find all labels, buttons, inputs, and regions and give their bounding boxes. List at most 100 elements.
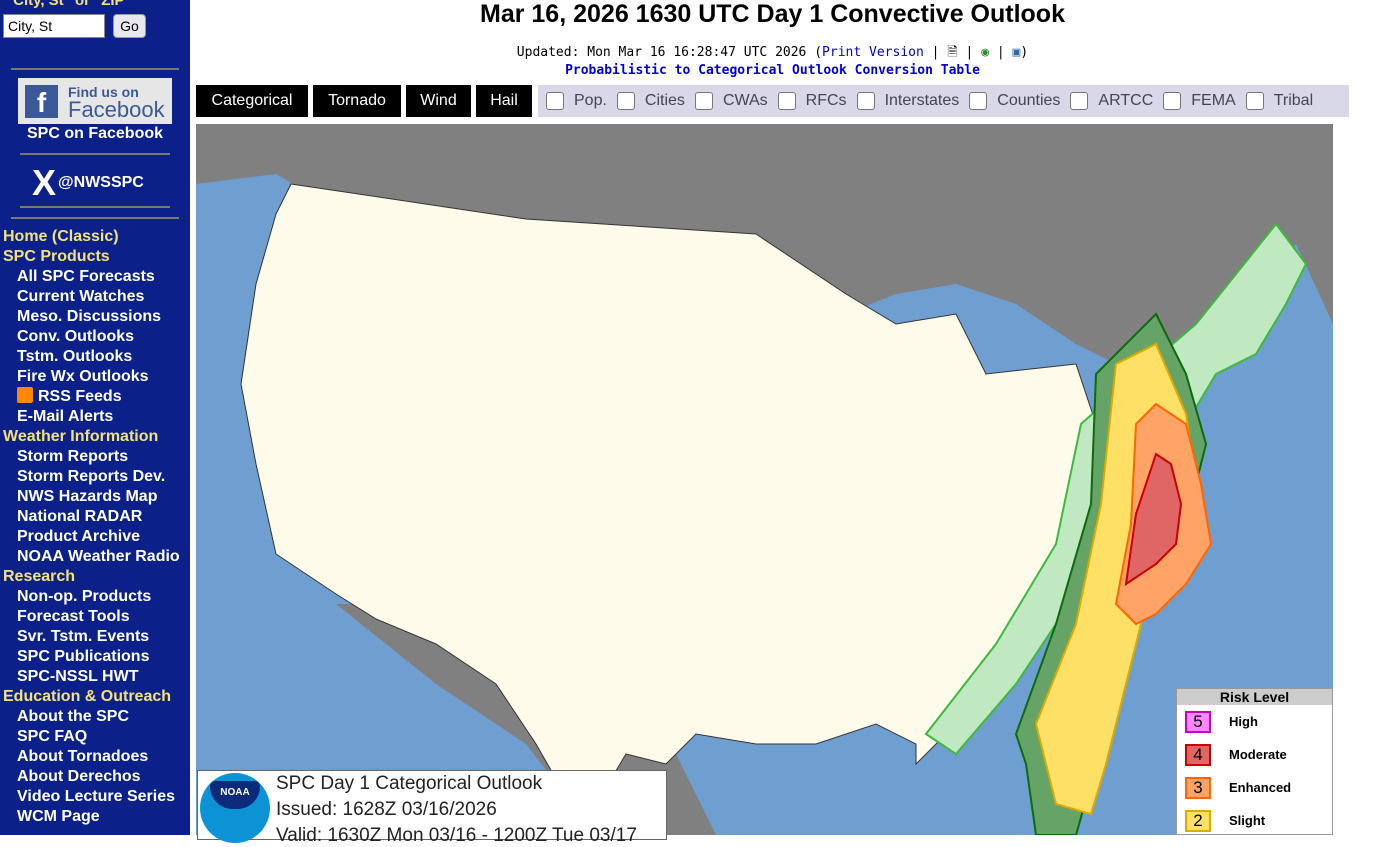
legend-title: Risk Level: [1177, 689, 1332, 705]
facebook-badge[interactable]: f Find us on Facebook: [18, 78, 172, 124]
sidebar-item[interactable]: Weather Information: [3, 428, 159, 445]
overlay-label: Cities: [644, 92, 685, 109]
sidebar-item[interactable]: Tstm. Outlooks: [17, 348, 133, 365]
divider: [11, 68, 179, 70]
overlay-label: Interstates: [884, 92, 960, 109]
overlay-toggle[interactable]: CWAs: [694, 92, 768, 110]
outlook-info-box: NOAA SPC Day 1 Categorical Outlook Issue…: [197, 770, 667, 846]
sidebar-item[interactable]: Research: [3, 568, 76, 585]
checkbox[interactable]: [777, 92, 796, 110]
info-issued: Issued: 1628Z 03/16/2026: [276, 799, 497, 820]
checkbox[interactable]: [694, 92, 713, 110]
overlay-label: CWAs: [722, 92, 768, 109]
sidebar-item[interactable]: Storm Reports Dev.: [17, 468, 166, 485]
tab-hail[interactable]: Hail: [476, 85, 532, 117]
updated-line: Updated: Mon Mar 16 16:28:47 UTC 2026 (P…: [516, 45, 1029, 60]
sidebar-item[interactable]: NWS Hazards Map: [17, 488, 158, 505]
sidebar-item[interactable]: Storm Reports: [17, 448, 129, 465]
overlay-toggle[interactable]: Cities: [616, 92, 685, 110]
sidebar-item[interactable]: Product Archive: [17, 528, 140, 545]
sidebar-item[interactable]: RSS Feeds: [0, 387, 190, 407]
sidebar-item[interactable]: Forecast Tools: [17, 608, 130, 625]
sidebar-item[interactable]: SPC FAQ: [17, 728, 88, 745]
overlay-toggle[interactable]: Interstates: [856, 92, 960, 110]
sidebar-item[interactable]: Fire Wx Outlooks: [17, 368, 149, 385]
sidebar-item[interactable]: National RADAR: [17, 508, 143, 525]
sidebar-item[interactable]: WCM Page: [17, 808, 100, 825]
city-search-input[interactable]: [3, 14, 105, 38]
sidebar-item[interactable]: All SPC Forecasts: [17, 268, 155, 285]
checkbox[interactable]: [546, 92, 564, 110]
facebook-icon: f: [25, 84, 58, 118]
sidebar-item[interactable]: Svr. Tstm. Events: [17, 628, 150, 645]
sidebar-item[interactable]: About Tornadoes: [17, 748, 149, 765]
checkbox[interactable]: [856, 92, 875, 110]
moderate-risk-area: [1124, 452, 1183, 587]
x-handle: @NWSSPC: [58, 174, 144, 191]
facebook-link[interactable]: SPC on Facebook: [26, 125, 164, 142]
overlay-toggle[interactable]: Tribal: [1245, 92, 1314, 110]
overlay-label: Counties: [997, 92, 1061, 109]
sidebar-item[interactable]: SPC-NSSL HWT: [17, 668, 139, 685]
sidebar-item-label: RSS Feeds: [38, 388, 122, 405]
overlay-toggle[interactable]: RFCs: [777, 92, 847, 110]
overlay-label: RFCs: [805, 92, 847, 109]
legend-label: Moderate: [1229, 747, 1287, 762]
conversion-table-link[interactable]: Probabilistic to Categorical Outlook Con…: [565, 63, 980, 78]
pdf-icon[interactable]: 🗎: [947, 45, 958, 60]
kml-icon[interactable]: ◉: [981, 45, 990, 60]
legend-item: 5 High: [1177, 705, 1332, 738]
sidebar-item[interactable]: NOAA Weather Radio: [17, 548, 180, 565]
print-version-link[interactable]: Print Version: [822, 45, 924, 60]
sidebar-item[interactable]: SPC Publications: [17, 648, 150, 665]
x-link[interactable]: X @NWSSPC: [32, 162, 144, 204]
updated-suffix: ): [1020, 45, 1029, 60]
risk-number-badge: 2: [1185, 809, 1211, 832]
checkbox[interactable]: [1245, 92, 1264, 110]
sidebar-item[interactable]: Current Watches: [17, 288, 145, 305]
facebook-line1: Find us on: [68, 84, 139, 100]
go-button[interactable]: Go: [113, 14, 146, 38]
overlay-toggle[interactable]: Pop.: [546, 92, 607, 110]
checkbox[interactable]: [616, 92, 635, 110]
tab-categorical[interactable]: Categorical: [196, 85, 308, 117]
shapefile-icon[interactable]: ▣: [1012, 45, 1021, 60]
noaa-logo-icon: NOAA: [200, 773, 270, 843]
divider: [11, 217, 179, 219]
sidebar-item[interactable]: About the SPC: [17, 708, 129, 725]
sidebar-item[interactable]: Conv. Outlooks: [17, 328, 135, 345]
tab-wind[interactable]: Wind: [406, 85, 471, 117]
risk-number-badge: 5: [1185, 710, 1211, 733]
search-hint: "City, St" or "ZIP": [6, 0, 132, 9]
outlook-map[interactable]: [196, 124, 1333, 835]
sidebar-item[interactable]: Home (Classic): [3, 228, 119, 245]
risk-number-badge: 3: [1185, 776, 1211, 799]
checkbox[interactable]: [1163, 92, 1182, 110]
risk-number-badge: 4: [1185, 743, 1211, 766]
sidebar-item[interactable]: Meso. Discussions: [17, 308, 162, 325]
divider: [20, 206, 170, 208]
sidebar-item[interactable]: E-Mail Alerts: [17, 408, 114, 425]
overlay-label: Tribal: [1273, 92, 1314, 109]
info-title: SPC Day 1 Categorical Outlook: [276, 773, 543, 794]
sidebar-item[interactable]: Video Lecture Series: [17, 788, 175, 805]
overlay-toggle[interactable]: Counties: [969, 92, 1060, 110]
x-logo-icon: X: [32, 162, 57, 203]
sidebar-item[interactable]: Education & Outreach: [3, 688, 172, 705]
overlay-toggles: Pop. Cities CWAs RFCs Interstates Counties ART…: [538, 85, 1349, 117]
overlay-label: FEMA: [1191, 92, 1236, 109]
sidebar-item[interactable]: About Derechos: [17, 768, 141, 785]
legend-item: 4 Moderate: [1177, 738, 1332, 771]
sidebar-item[interactable]: Non-op. Products: [17, 588, 152, 605]
rss-icon: [17, 387, 33, 403]
checkbox[interactable]: [969, 92, 988, 110]
info-valid: Valid: 1630Z Mon 03/16 - 1200Z Tue 03/17: [276, 825, 637, 846]
legend-item: 2 Slight: [1177, 804, 1332, 837]
tab-tornado[interactable]: Tornado: [313, 85, 401, 117]
updated-text: Updated: Mon Mar 16 16:28:47 UTC 2026 (: [516, 45, 823, 60]
overlay-toggle[interactable]: ARTCC: [1070, 92, 1153, 110]
legend-label: Enhanced: [1229, 780, 1292, 795]
checkbox[interactable]: [1070, 92, 1089, 110]
overlay-toggle[interactable]: FEMA: [1163, 92, 1236, 110]
sidebar-item[interactable]: SPC Products: [3, 248, 110, 265]
